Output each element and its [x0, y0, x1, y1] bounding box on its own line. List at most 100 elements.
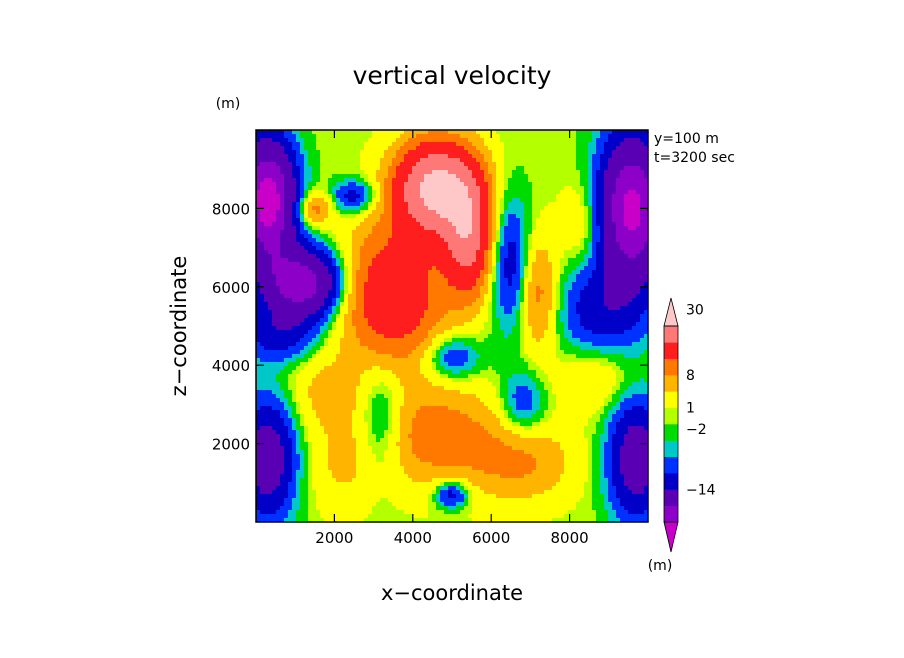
field-cell: [428, 278, 433, 283]
field-cell: [292, 250, 297, 255]
field-cell: [272, 298, 277, 303]
field-cell: [276, 302, 281, 307]
field-cell: [444, 246, 449, 251]
field-cell: [348, 214, 353, 219]
field-cell: [340, 178, 345, 183]
field-cell: [384, 202, 389, 207]
field-cell: [448, 234, 453, 239]
field-cell: [300, 354, 305, 359]
field-cell: [256, 450, 261, 455]
field-cell: [340, 286, 345, 291]
field-cell: [332, 322, 337, 327]
field-cell: [404, 382, 409, 387]
field-cell: [328, 454, 333, 459]
field-cell: [404, 506, 409, 511]
field-cell: [328, 130, 333, 135]
field-cell: [376, 162, 381, 167]
field-cell: [436, 138, 441, 143]
field-cell: [284, 230, 289, 235]
field-cell: [352, 238, 357, 243]
field-cell: [428, 362, 433, 367]
field-cell: [320, 190, 325, 195]
field-cell: [432, 474, 437, 479]
field-cell: [428, 322, 433, 327]
field-cell: [260, 350, 265, 355]
field-cell: [436, 262, 441, 267]
field-cell: [352, 518, 357, 523]
field-cell: [260, 250, 265, 255]
field-cell: [376, 346, 381, 351]
field-cell: [360, 322, 365, 327]
field-cell: [412, 134, 417, 139]
field-cell: [440, 170, 445, 175]
field-cell: [384, 290, 389, 295]
field-cell: [344, 374, 349, 379]
field-cell: [360, 350, 365, 355]
field-cell: [344, 490, 349, 495]
field-cell: [256, 478, 261, 483]
field-cell: [400, 490, 405, 495]
field-cell: [376, 306, 381, 311]
field-cell: [424, 506, 429, 511]
field-cell: [328, 330, 333, 335]
field-cell: [336, 314, 341, 319]
field-cell: [452, 198, 457, 203]
field-cell: [432, 350, 437, 355]
field-cell: [316, 258, 321, 263]
field-cell: [308, 394, 313, 399]
field-cell: [272, 502, 277, 507]
field-cell: [340, 282, 345, 287]
field-cell: [408, 362, 413, 367]
field-cell: [376, 210, 381, 215]
field-cell: [408, 458, 413, 463]
field-cell: [428, 174, 433, 179]
field-cell: [396, 382, 401, 387]
field-cell: [336, 266, 341, 271]
field-cell: [364, 334, 369, 339]
field-cell: [372, 226, 377, 231]
field-cell: [296, 402, 301, 407]
field-cell: [408, 226, 413, 231]
field-cell: [372, 302, 377, 307]
field-cell: [428, 394, 433, 399]
field-cell: [392, 406, 397, 411]
field-cell: [448, 326, 453, 331]
field-cell: [352, 162, 357, 167]
field-cell: [348, 390, 353, 395]
field-cell: [272, 170, 277, 175]
field-cell: [312, 478, 317, 483]
field-cell: [272, 210, 277, 215]
field-cell: [280, 434, 285, 439]
field-cell: [436, 390, 441, 395]
field-cell: [408, 494, 413, 499]
field-cell: [380, 414, 385, 419]
field-cell: [340, 438, 345, 443]
field-cell: [432, 182, 437, 187]
field-cell: [392, 286, 397, 291]
field-cell: [404, 258, 409, 263]
field-cell: [280, 282, 285, 287]
field-cell: [424, 222, 429, 227]
field-cell: [440, 422, 445, 427]
field-cell: [256, 458, 261, 463]
field-cell: [356, 138, 361, 143]
field-cell: [272, 246, 277, 251]
field-cell: [452, 134, 457, 139]
field-cell: [416, 254, 421, 259]
field-cell: [260, 358, 265, 363]
field-cell: [308, 466, 313, 471]
field-cell: [328, 134, 333, 139]
field-cell: [256, 282, 261, 287]
field-cell: [344, 294, 349, 299]
field-cell: [316, 378, 321, 383]
field-cell: [388, 466, 393, 471]
field-cell: [416, 210, 421, 215]
field-cell: [352, 394, 357, 399]
field-cell: [300, 494, 305, 499]
field-cell: [344, 230, 349, 235]
field-cell: [272, 286, 277, 291]
field-cell: [384, 386, 389, 391]
field-cell: [448, 166, 453, 171]
field-cell: [256, 230, 261, 235]
field-cell: [328, 410, 333, 415]
